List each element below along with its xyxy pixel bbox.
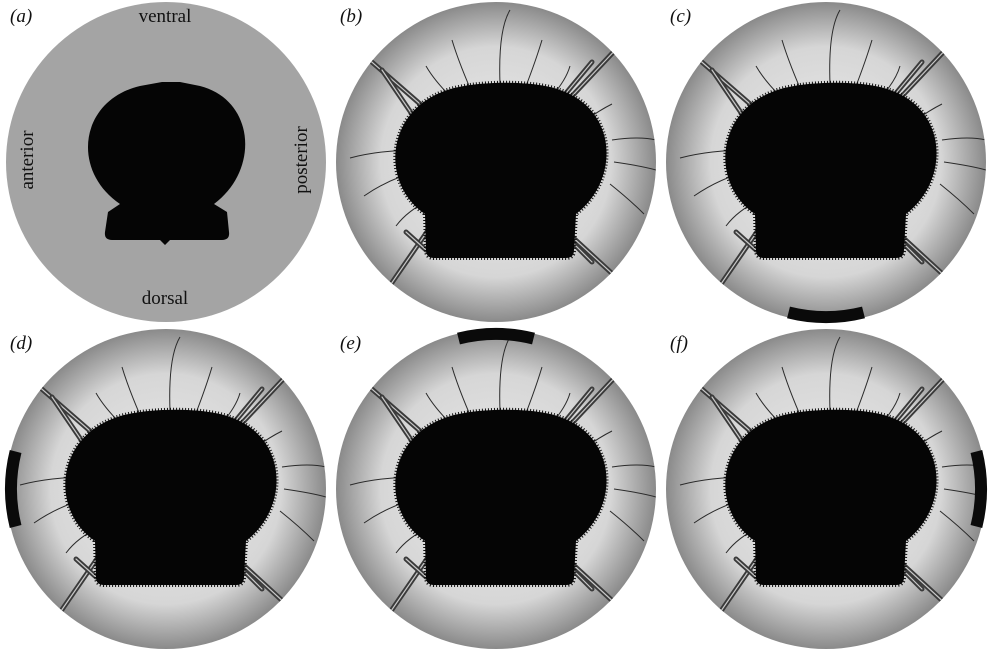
- organism-silhouette: [395, 409, 607, 585]
- organism-silhouette: [725, 82, 937, 258]
- dorsal-label: dorsal: [141, 288, 189, 309]
- panel-label-a: (a): [10, 6, 33, 27]
- schematic-silhouette: [87, 82, 246, 245]
- rim-marker: [457, 328, 535, 345]
- panel-f: (f): [660, 327, 990, 654]
- rim-marker: [970, 450, 987, 528]
- photo-c: [666, 2, 986, 323]
- photo-b: [336, 2, 656, 322]
- organism-silhouette: [65, 409, 277, 585]
- photo-d: [5, 329, 326, 649]
- rim-marker: [787, 306, 865, 323]
- photo-f: [666, 329, 987, 649]
- panel-label-f: (f): [670, 333, 688, 354]
- panel-label-b: (b): [340, 6, 363, 27]
- panel-d: (d): [0, 327, 330, 654]
- organism-silhouette: [395, 82, 607, 258]
- organism-silhouette: [725, 409, 937, 585]
- panel-b: (b): [330, 0, 660, 327]
- anterior-label: anterior: [17, 130, 38, 190]
- panel-label-d: (d): [10, 333, 33, 354]
- panel-c: (c): [660, 0, 990, 327]
- panel-a: (a) ventral dorsal anterior posterior: [0, 0, 330, 327]
- ventral-label: ventral: [138, 6, 192, 27]
- schematic-diagram: [6, 2, 326, 322]
- posterior-label: posterior: [291, 126, 312, 194]
- rim-marker: [5, 450, 22, 528]
- panel-label-e: (e): [340, 333, 362, 354]
- photo-e: [336, 328, 656, 649]
- panel-label-c: (c): [670, 6, 692, 27]
- panel-e: (e): [330, 327, 660, 654]
